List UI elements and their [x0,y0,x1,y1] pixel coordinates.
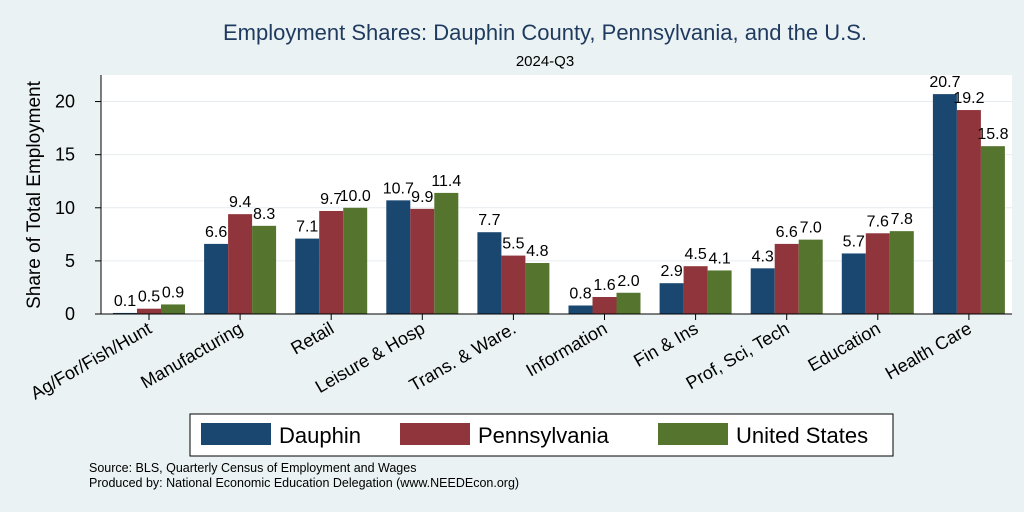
y-tick-label: 20 [55,92,75,112]
data-label: 5.7 [843,233,865,250]
legend-swatch [400,423,470,445]
legend-swatch [201,423,271,445]
y-tick-label: 15 [55,145,75,165]
data-label: 0.9 [162,284,184,301]
bar-united-states [434,192,459,314]
data-label: 7.7 [478,212,500,229]
data-label: 10.7 [383,180,414,197]
bar-dauphin [750,268,775,314]
data-label: 4.1 [708,250,730,267]
bar-pennsylvania [592,297,617,314]
bar-united-states [343,207,368,314]
bar-united-states [980,146,1005,314]
bar-pennsylvania [956,110,981,314]
x-category-label: Prof, Sci, Tech [682,318,792,393]
bar-pennsylvania [137,308,161,314]
bar-united-states [798,239,823,314]
legend-label: United States [736,423,868,448]
x-category-label: Manufacturing [137,318,246,392]
x-category-label: Information [523,318,611,380]
data-label: 10.0 [340,188,371,205]
bar-united-states [707,270,732,314]
bar-pennsylvania [774,243,799,314]
data-label: 7.8 [891,211,913,228]
data-label: 8.3 [253,206,275,223]
data-label: 4.3 [752,248,774,265]
data-label: 19.2 [953,90,984,107]
data-label: 1.6 [593,277,615,294]
y-ticks: 0 5 10 15 20 [55,92,101,324]
bar-pennsylvania [865,233,890,314]
data-label: 4.8 [526,243,548,260]
data-label: 11.4 [431,173,461,190]
bar-pennsylvania [501,255,526,314]
data-label: 0.8 [569,286,591,303]
x-category-label: Ag/For/Fish/Hunt [27,318,155,403]
x-category-label: Fin & Ins [630,318,702,371]
data-label: 0.1 [114,293,136,310]
bar-dauphin [841,253,866,314]
bar-dauphin [204,243,229,314]
y-tick-label: 0 [65,304,75,324]
bar-united-states [889,231,914,314]
bar-united-states [252,225,277,314]
data-label: 7.0 [800,220,822,237]
y-tick-label: 5 [65,251,75,271]
legend-swatch [658,423,728,445]
bar-dauphin [477,232,502,314]
data-label: 15.8 [977,126,1008,143]
bar-pennsylvania [410,208,435,314]
bar-united-states [616,292,641,314]
bar-united-states [161,304,185,314]
data-label: 6.6 [205,224,227,241]
data-label: 2.9 [660,263,682,280]
data-labels: 0.1 0.5 0.96.69.48.37.19.710.0 10.79.911.47… [114,74,1009,310]
data-label: 7.1 [296,219,318,236]
data-label: 9.7 [320,191,342,208]
bar-united-states [525,263,550,314]
data-label: 9.4 [229,194,251,211]
x-category-label: Retail [287,318,337,358]
bar-dauphin [295,238,320,314]
data-label: 6.6 [776,224,798,241]
bar-pennsylvania [228,214,253,314]
data-label: 20.7 [929,74,960,91]
bar-dauphin [386,200,411,314]
y-axis-label: Share of Total Employment [24,80,45,308]
bars [113,94,1005,315]
bar-dauphin [113,312,137,314]
bar-dauphin [659,283,684,314]
data-label: 9.9 [411,189,433,206]
y-tick-label: 10 [55,198,75,218]
bar-pennsylvania [319,210,344,314]
produced-by-line: Produced by: National Economic Education… [89,476,519,490]
data-label: 0.5 [138,289,160,306]
x-category-label: Education [804,318,883,375]
chart-title: Employment Shares: Dauphin County, Penns… [223,20,867,45]
bar-pennsylvania [683,266,708,314]
data-label: 2.0 [617,273,639,290]
legend: Dauphin Pennsylvania United States [189,413,894,457]
data-label: 5.5 [502,236,524,253]
legend-label: Dauphin [279,423,361,448]
bar-dauphin [568,305,593,314]
x-category-label: Health Care [882,318,975,383]
legend-box [189,413,894,457]
bar-dauphin [932,94,957,315]
legend-label: Pennsylvania [478,423,610,448]
source-line: Source: BLS, Quarterly Census of Employm… [89,461,416,475]
chart-subtitle: 2024-Q3 [516,53,574,70]
data-label: 7.6 [867,213,889,230]
data-label: 4.5 [684,246,706,263]
